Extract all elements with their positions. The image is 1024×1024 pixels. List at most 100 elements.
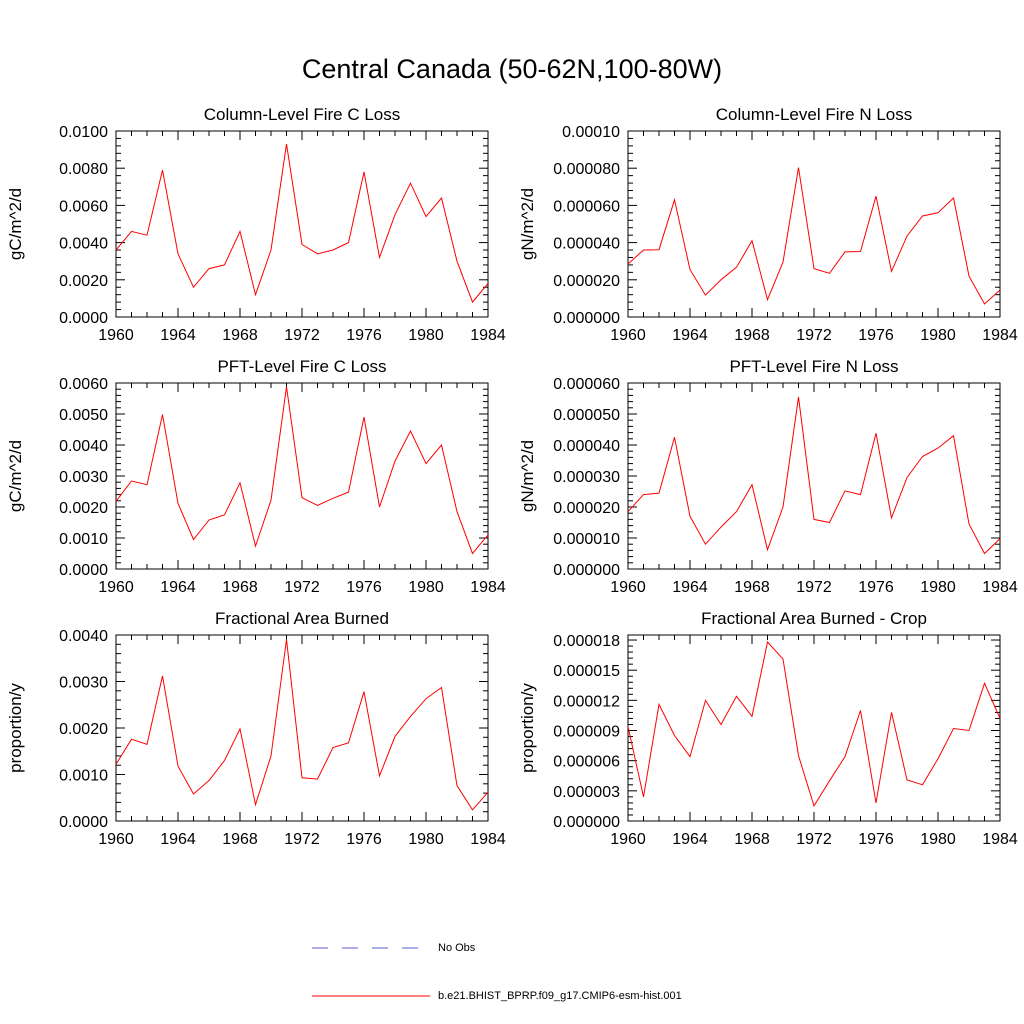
y-tick-label: 0.000012 [553, 693, 620, 710]
panel-title: PFT-Level Fire C Loss [217, 357, 386, 376]
y-tick-label: 0.000015 [553, 663, 620, 680]
y-axis-label: gC/m^2/d [6, 188, 25, 260]
y-tick-label: 0.0000 [59, 310, 108, 327]
y-tick-label: 0.000060 [553, 198, 620, 215]
x-tick-label: 1980 [920, 327, 956, 344]
series-line [627, 396, 1001, 555]
legend-label-no-obs: No Obs [438, 942, 476, 954]
y-tick-label: 0.000040 [553, 438, 620, 455]
figure-title: Central Canada (50-62N,100-80W) [301, 54, 723, 84]
y-tick-label: 0.0010 [59, 531, 108, 548]
y-tick-label: 0.0040 [59, 236, 108, 253]
x-tick-label: 1984 [470, 831, 506, 848]
x-tick-label: 1960 [610, 327, 646, 344]
y-tick-label: 0.0020 [59, 500, 108, 517]
y-tick-label: 0.0000 [59, 562, 108, 579]
y-tick-label: 0.000009 [553, 724, 620, 741]
chart-panel-6: 1960 1964 1968 1972 1976 1980 1984 0.000000 0.00… [518, 609, 1018, 848]
chart-panel-2: 1960 1964 1968 1972 1976 1980 1984 0.000000 0.00… [518, 105, 1018, 344]
plot-frame [627, 382, 1001, 570]
y-axis-label: proportion/y [6, 683, 25, 773]
x-tick-label: 1972 [796, 327, 832, 344]
series-line [115, 639, 489, 811]
y-tick-label: 0.000060 [553, 376, 620, 393]
plot-frame [115, 130, 489, 318]
chart-panel-5: 1960 1964 1968 1972 1976 1980 1984 0.0000 0.0010… [6, 609, 506, 848]
x-tick-label: 1964 [672, 579, 708, 596]
x-tick-label: 1972 [284, 831, 320, 848]
x-tick-label: 1964 [160, 327, 196, 344]
x-tick-label: 1968 [734, 831, 770, 848]
x-tick-label: 1972 [796, 579, 832, 596]
y-tick-label: 0.000030 [553, 469, 620, 486]
x-tick-label: 1972 [796, 831, 832, 848]
x-tick-label: 1960 [98, 579, 134, 596]
x-tick-label: 1968 [222, 579, 258, 596]
y-tick-label: 0.0010 [59, 768, 108, 785]
y-tick-label: 0.0040 [59, 628, 108, 645]
x-tick-label: 1960 [98, 327, 134, 344]
y-tick-label: 0.0050 [59, 407, 108, 424]
y-tick-label: 0.000006 [553, 754, 620, 771]
y-tick-label: 0.0060 [59, 198, 108, 215]
x-tick-label: 1980 [408, 831, 444, 848]
y-tick-label: 0.00010 [562, 124, 620, 141]
y-tick-label: 0.0100 [59, 124, 108, 141]
series-line [115, 386, 489, 555]
series-line [627, 640, 1001, 808]
panel-title: Column-Level Fire N Loss [716, 105, 913, 124]
x-tick-label: 1960 [610, 579, 646, 596]
y-tick-label: 0.000020 [553, 273, 620, 290]
y-axis-label: gC/m^2/d [6, 440, 25, 512]
chart-panel-3: 1960 1964 1968 1972 1976 1980 1984 0.0000 0.0010… [6, 357, 506, 596]
x-tick-label: 1984 [982, 327, 1018, 344]
x-tick-label: 1964 [672, 327, 708, 344]
x-tick-label: 1976 [346, 579, 382, 596]
y-tick-label: 0.000000 [553, 310, 620, 327]
x-tick-label: 1960 [610, 831, 646, 848]
y-tick-label: 0.000050 [553, 407, 620, 424]
y-tick-label: 0.000080 [553, 161, 620, 178]
x-tick-label: 1976 [858, 327, 894, 344]
y-tick-label: 0.000020 [553, 500, 620, 517]
x-tick-label: 1980 [920, 831, 956, 848]
panel-title: Fractional Area Burned - Crop [701, 609, 927, 628]
y-tick-label: 0.0080 [59, 161, 108, 178]
y-tick-label: 0.000000 [553, 814, 620, 831]
y-tick-label: 0.000000 [553, 562, 620, 579]
x-tick-label: 1984 [470, 579, 506, 596]
x-tick-label: 1964 [160, 831, 196, 848]
chart-panel-4: 1960 1964 1968 1972 1976 1980 1984 0.000000 0.00… [518, 357, 1018, 596]
x-tick-label: 1984 [470, 327, 506, 344]
x-tick-label: 1980 [408, 327, 444, 344]
y-tick-label: 0.0060 [59, 376, 108, 393]
y-tick-label: 0.000003 [553, 784, 620, 801]
x-tick-label: 1976 [858, 579, 894, 596]
y-tick-label: 0.000040 [553, 236, 620, 253]
y-tick-label: 0.000018 [553, 633, 620, 650]
chart-panel-1: 1960 1964 1968 1972 1976 1980 1984 0.0000 0.0020… [6, 105, 506, 344]
plot-frame [627, 130, 1001, 318]
y-tick-label: 0.0000 [59, 814, 108, 831]
x-tick-label: 1960 [98, 831, 134, 848]
y-axis-label: proportion/y [518, 683, 537, 773]
y-tick-label: 0.0030 [59, 469, 108, 486]
x-tick-label: 1984 [982, 579, 1018, 596]
x-tick-label: 1972 [284, 579, 320, 596]
x-tick-label: 1968 [734, 579, 770, 596]
plot-frame [627, 634, 1001, 822]
panel-title: Column-Level Fire C Loss [204, 105, 401, 124]
panel-title: PFT-Level Fire N Loss [729, 357, 898, 376]
series-line [627, 167, 1001, 305]
y-tick-label: 0.0020 [59, 721, 108, 738]
x-tick-label: 1964 [160, 579, 196, 596]
x-tick-label: 1980 [920, 579, 956, 596]
x-tick-label: 1980 [408, 579, 444, 596]
x-tick-label: 1976 [858, 831, 894, 848]
x-tick-label: 1964 [672, 831, 708, 848]
y-tick-label: 0.0030 [59, 675, 108, 692]
x-tick-label: 1968 [222, 831, 258, 848]
x-tick-label: 1972 [284, 327, 320, 344]
x-tick-label: 1976 [346, 327, 382, 344]
